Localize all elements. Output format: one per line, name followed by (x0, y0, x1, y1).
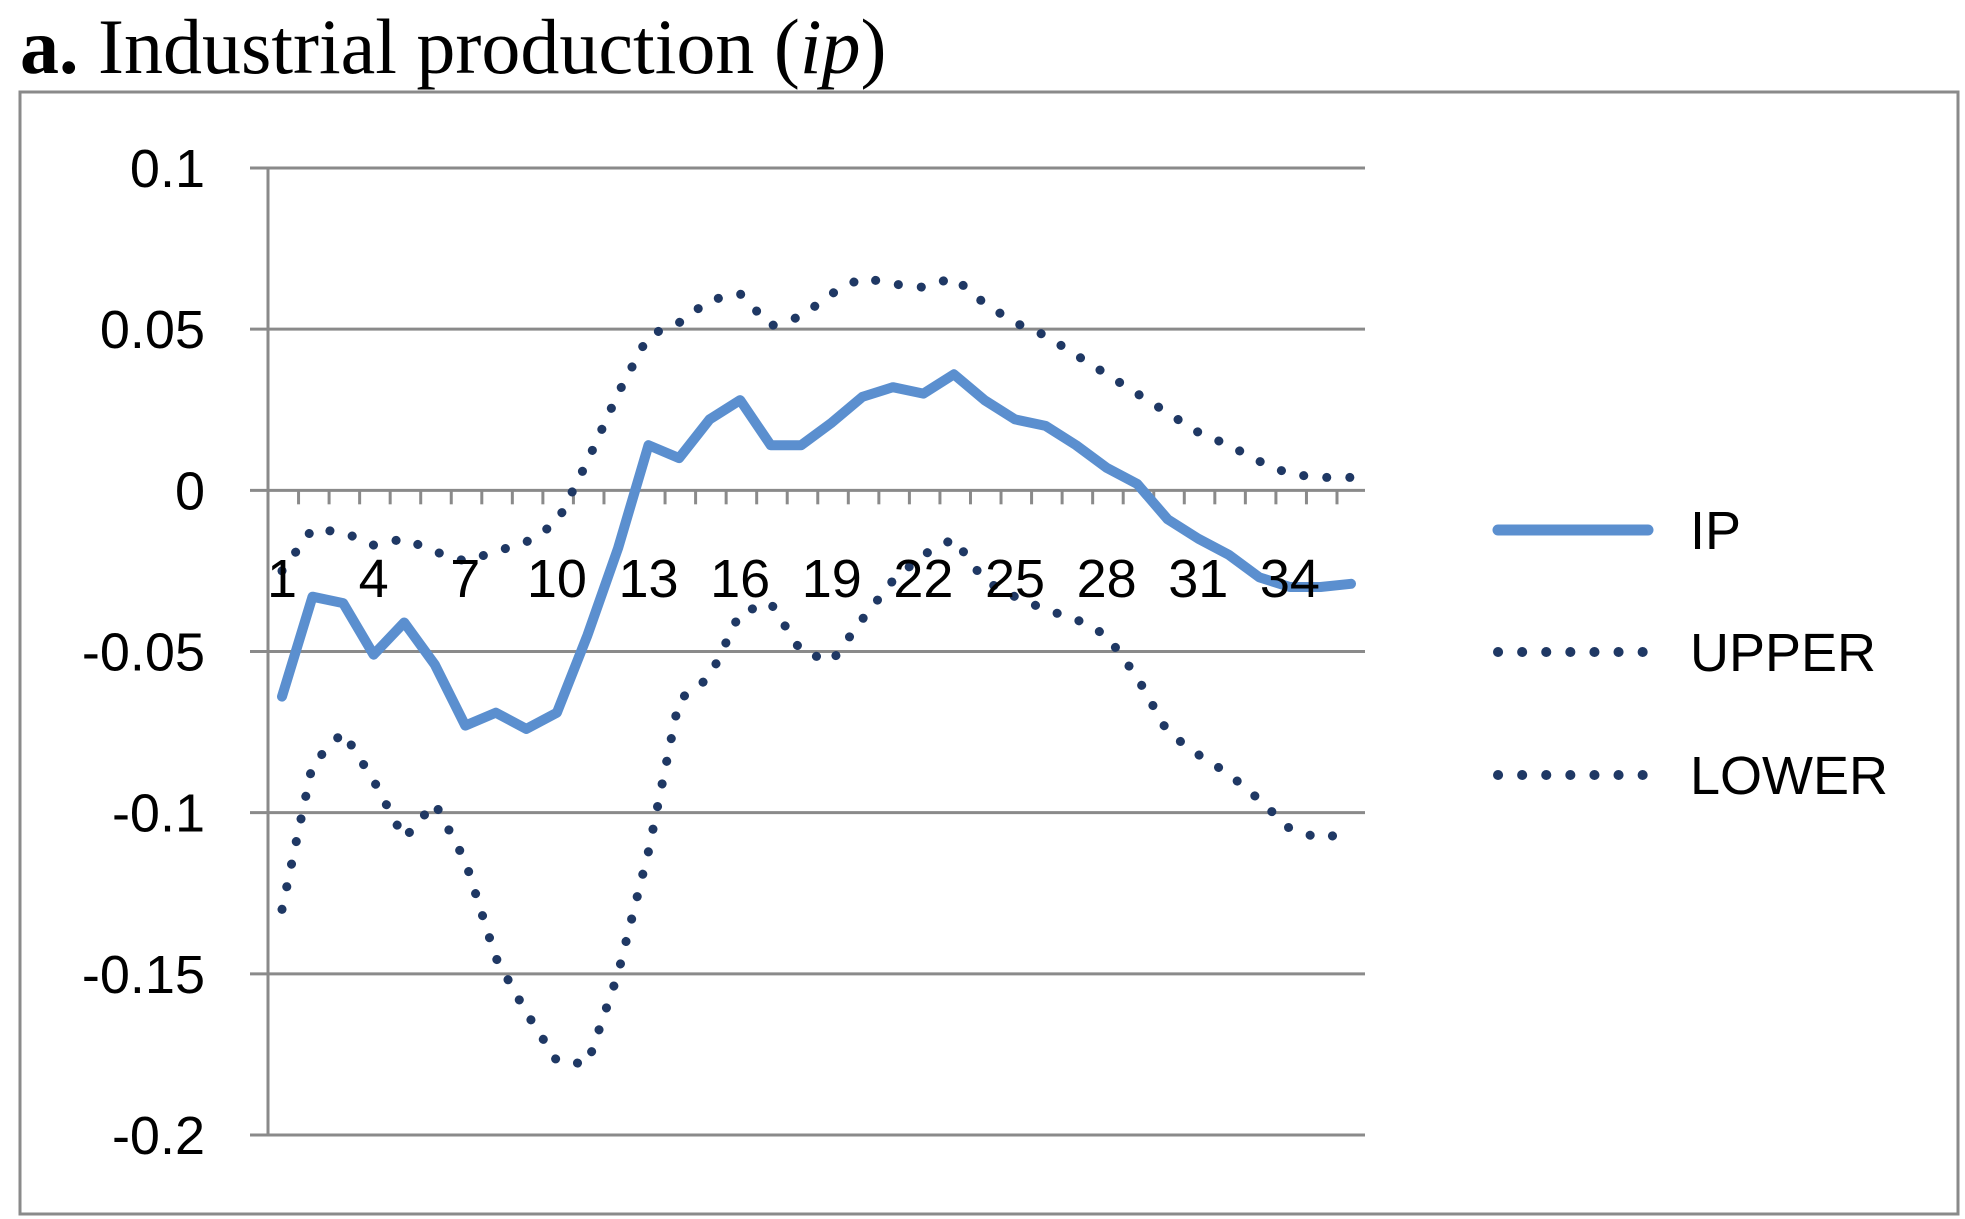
y-tick-label: -0.2 (112, 1106, 205, 1166)
x-tick-label: 28 (1077, 549, 1137, 609)
x-tick-label: 16 (710, 549, 770, 609)
tick-labels: 0.1 0.05 0 -0.05 -0.1 -0.15 -0.2 1 4 7 10 13 16 19 22 2… (82, 139, 1320, 1166)
x-tick-label: 10 (527, 549, 587, 609)
figure-title-text: Industrial production ( (98, 3, 800, 90)
x-tick-label: 22 (893, 549, 953, 609)
x-tick-label: 25 (985, 549, 1045, 609)
figure-title-close: ) (860, 3, 887, 90)
series-line-upper (277, 273, 1356, 576)
legend-label-lower: LOWER (1690, 746, 1888, 806)
x-tick-label: 13 (618, 549, 678, 609)
series-line-ip (277, 369, 1356, 734)
figure-label: a. (20, 3, 79, 90)
y-tick-label: 0.1 (130, 139, 205, 199)
x-tick-label: 19 (802, 549, 862, 609)
x-tick-label: 31 (1168, 549, 1228, 609)
x-tick-label: 7 (450, 549, 480, 609)
x-tick-label: 4 (359, 549, 389, 609)
axes (250, 168, 1365, 1135)
figure-title: a. Industrial production (ip) (20, 8, 887, 86)
legend-label-ip: IP (1690, 501, 1741, 561)
legend-label-upper: UPPER (1690, 623, 1876, 683)
y-tick-label: -0.15 (82, 945, 205, 1005)
legend: IP UPPER LOWER (1492, 501, 1888, 806)
x-tick-label: 34 (1260, 549, 1320, 609)
y-tick-label: 0.05 (100, 300, 205, 360)
series-layer (277, 273, 1356, 1069)
series-line-lower (277, 534, 1356, 1069)
y-tick-label: 0 (175, 461, 205, 521)
y-tick-label: -0.1 (112, 784, 205, 844)
x-tick-label: 1 (267, 549, 297, 609)
figure-title-italic: ip (799, 3, 861, 90)
grid-lines (250, 166, 1365, 1137)
y-tick-label: -0.05 (82, 623, 205, 683)
